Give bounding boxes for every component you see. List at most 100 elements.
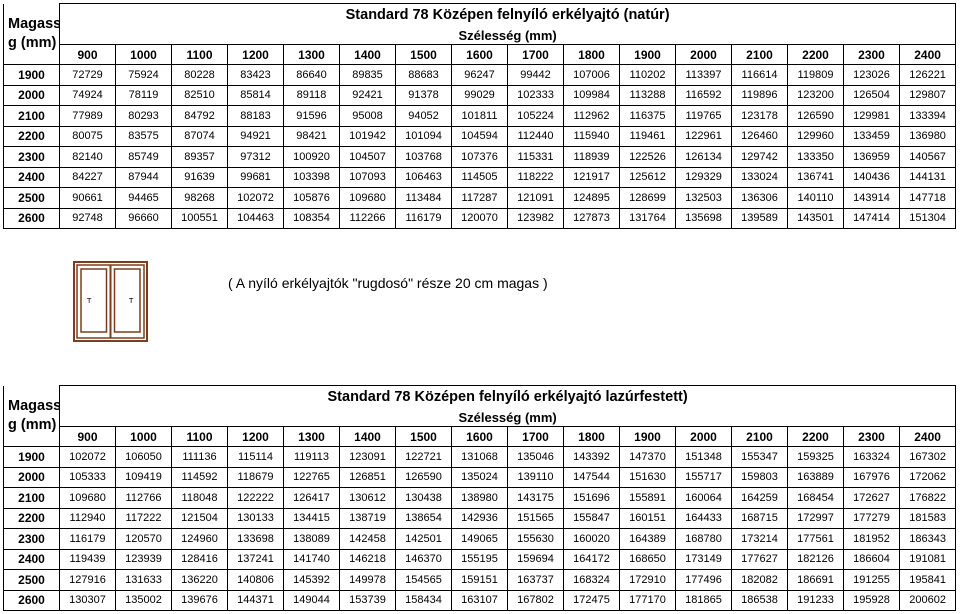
price-cell: 126460 — [731, 125, 788, 147]
price-cell: 138719 — [339, 507, 396, 529]
price-cell: 143914 — [843, 187, 900, 209]
price-cell: 133459 — [843, 125, 900, 147]
price-cell: 163737 — [507, 569, 564, 591]
price-cell: 115940 — [563, 125, 620, 147]
price-cell: 115114 — [227, 446, 284, 468]
height-value-cell: 2200 — [3, 507, 60, 529]
price-cell: 111136 — [171, 446, 228, 468]
price-cell: 160151 — [619, 507, 676, 529]
price-cell: 129960 — [787, 125, 844, 147]
price-cell: 159325 — [787, 446, 844, 468]
price-cell: 151696 — [563, 487, 620, 509]
price-cell: 191255 — [843, 569, 900, 591]
price-cell: 163889 — [787, 466, 844, 488]
price-cell: 131633 — [115, 569, 172, 591]
width-header-cell: 2300 — [843, 44, 900, 65]
price-cell: 119809 — [787, 64, 844, 86]
width-header-cell: 2300 — [843, 426, 900, 447]
price-cell: 186538 — [731, 589, 788, 611]
price-cell: 107376 — [451, 146, 508, 168]
price-cell: 195928 — [843, 589, 900, 611]
price-cell: 87074 — [171, 125, 228, 147]
height-value-cell: 2600 — [3, 589, 60, 611]
price-cell: 89357 — [171, 146, 228, 168]
table-row: 2300 82140 85749 89357 97312 100920 104507 1037… — [3, 146, 957, 168]
width-header-cell: 2400 — [898, 44, 957, 65]
price-cell: 147370 — [619, 446, 676, 468]
price-cell: 149044 — [283, 589, 340, 611]
price-cell: 132503 — [675, 187, 732, 209]
table-row: 2400 119439 123939 128416 137241 141740 146218… — [3, 548, 957, 570]
price-cell: 133350 — [787, 146, 844, 168]
price-cell: 101811 — [451, 105, 508, 127]
price-cell: 164172 — [563, 548, 620, 570]
price-cell: 138654 — [395, 507, 452, 529]
price-cell: 163107 — [451, 589, 508, 611]
price-cell: 84227 — [59, 166, 116, 188]
price-cell: 136306 — [731, 187, 788, 209]
price-cell: 86640 — [283, 64, 340, 86]
price-cell: 123091 — [339, 446, 396, 468]
price-cell: 160020 — [563, 528, 620, 550]
height-axis-label: Magassá g (mm) — [3, 385, 60, 447]
height-value-cell: 2300 — [3, 146, 60, 168]
width-header-cell: 1000 — [115, 426, 172, 447]
price-cell: 168324 — [563, 569, 620, 591]
price-cell: 105224 — [507, 105, 564, 127]
price-cell: 168650 — [619, 548, 676, 570]
price-cell: 172475 — [563, 589, 620, 611]
price-cell: 128699 — [619, 187, 676, 209]
double-door-icon: T T — [73, 261, 148, 342]
height-value-cell: 2300 — [3, 528, 60, 550]
price-cell: 145392 — [283, 569, 340, 591]
width-header-cell: 1900 — [619, 44, 676, 65]
price-cell: 91596 — [283, 105, 340, 127]
table-row: 2500 90661 94465 98268 102072 105876 109680 113… — [3, 187, 957, 209]
price-cell: 149065 — [451, 528, 508, 550]
price-cell: 168454 — [787, 487, 844, 509]
price-cell: 151565 — [507, 507, 564, 529]
width-axis-label: Szélesség (mm) — [59, 26, 957, 45]
price-cell: 172997 — [787, 507, 844, 529]
price-cell: 131764 — [619, 207, 676, 229]
price-cell: 89118 — [283, 84, 340, 106]
price-cell: 119113 — [283, 446, 340, 468]
price-cell: 124895 — [563, 187, 620, 209]
price-cell: 140110 — [787, 187, 844, 209]
price-cell: 116614 — [731, 64, 788, 86]
price-cell: 88683 — [395, 64, 452, 86]
table-title: Standard 78 Középen felnyíló erkélyajtó … — [58, 3, 957, 26]
price-cell: 123178 — [731, 105, 788, 127]
price-cell: 107006 — [563, 64, 620, 86]
height-axis-label: Magassá g (mm) — [3, 3, 60, 65]
price-cell: 112266 — [339, 207, 396, 229]
price-cell: 126221 — [898, 64, 957, 86]
price-cell: 102072 — [227, 187, 284, 209]
price-cell: 147414 — [843, 207, 900, 229]
price-cell: 97312 — [227, 146, 284, 168]
price-cell: 92421 — [339, 84, 396, 106]
price-cell: 128416 — [171, 548, 228, 570]
price-cell: 159803 — [731, 466, 788, 488]
price-cell: 114505 — [451, 166, 508, 188]
width-header-cell: 1600 — [451, 44, 508, 65]
price-cell: 181952 — [843, 528, 900, 550]
price-cell: 177496 — [675, 569, 732, 591]
price-cell: 127916 — [59, 569, 116, 591]
price-cell: 115331 — [507, 146, 564, 168]
price-cell: 168780 — [675, 528, 732, 550]
price-cell: 136980 — [898, 125, 957, 147]
price-cell: 135698 — [675, 207, 732, 229]
table-row: 2100 109680 112766 118048 122222 126417 130612… — [3, 487, 957, 509]
width-header-cell: 900 — [59, 44, 116, 65]
sash-right-label: T — [128, 297, 134, 305]
price-cell: 80228 — [171, 64, 228, 86]
width-header-cell: 2100 — [731, 426, 788, 447]
price-cell: 123200 — [787, 84, 844, 106]
price-cell: 85749 — [115, 146, 172, 168]
price-cell: 140567 — [898, 146, 957, 168]
height-label-line2: g (mm) — [8, 416, 57, 433]
width-header-cell: 1900 — [619, 426, 676, 447]
price-cell: 173214 — [731, 528, 788, 550]
price-cell: 89835 — [339, 64, 396, 86]
